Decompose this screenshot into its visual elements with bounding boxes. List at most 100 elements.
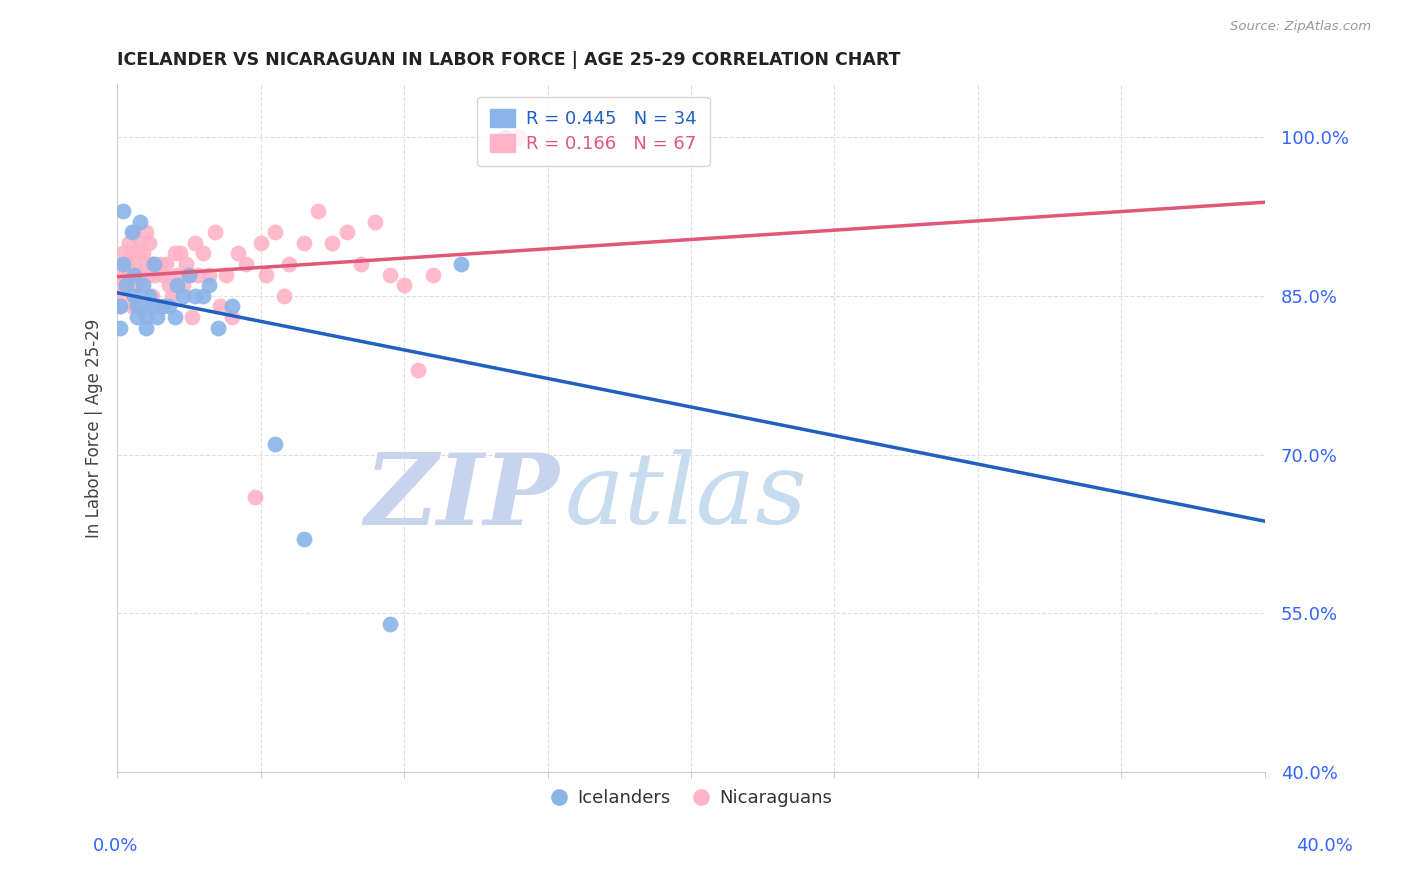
Point xyxy=(392,278,415,293)
Point xyxy=(135,257,157,271)
Point xyxy=(278,257,301,271)
Point xyxy=(166,268,188,282)
Point xyxy=(108,289,131,303)
Point xyxy=(177,268,200,282)
Point xyxy=(183,235,205,250)
Point xyxy=(152,299,174,313)
Point xyxy=(143,257,166,271)
Point xyxy=(243,490,266,504)
Point xyxy=(135,310,157,324)
Legend: Icelanders, Nicaraguans: Icelanders, Nicaraguans xyxy=(543,782,839,814)
Point xyxy=(114,278,136,293)
Point xyxy=(152,268,174,282)
Point xyxy=(193,246,215,260)
Point xyxy=(118,235,141,250)
Point xyxy=(350,257,373,271)
Point xyxy=(124,289,146,303)
Point xyxy=(127,299,149,313)
Point xyxy=(235,257,257,271)
Point xyxy=(364,215,387,229)
Point xyxy=(450,257,472,271)
Point xyxy=(127,246,149,260)
Text: 40.0%: 40.0% xyxy=(1296,837,1353,855)
Point xyxy=(143,268,166,282)
Point xyxy=(124,257,146,271)
Point xyxy=(114,257,136,271)
Point xyxy=(121,246,143,260)
Point xyxy=(141,257,163,271)
Point xyxy=(215,268,238,282)
Point xyxy=(336,225,359,239)
Point xyxy=(226,246,249,260)
Point xyxy=(422,268,444,282)
Point xyxy=(193,289,215,303)
Point xyxy=(146,299,169,313)
Point xyxy=(114,278,136,293)
Point xyxy=(157,299,180,313)
Point xyxy=(169,246,191,260)
Point xyxy=(124,268,146,282)
Text: atlas: atlas xyxy=(565,450,807,544)
Point xyxy=(118,268,141,282)
Point xyxy=(183,289,205,303)
Point xyxy=(221,310,243,324)
Point xyxy=(111,246,134,260)
Point xyxy=(198,278,221,293)
Point xyxy=(111,268,134,282)
Point xyxy=(174,257,197,271)
Point xyxy=(307,204,329,219)
Point xyxy=(111,257,134,271)
Point xyxy=(138,289,160,303)
Point xyxy=(292,235,315,250)
Text: ICELANDER VS NICARAGUAN IN LABOR FORCE | AGE 25-29 CORRELATION CHART: ICELANDER VS NICARAGUAN IN LABOR FORCE |… xyxy=(117,51,901,69)
Point xyxy=(108,299,131,313)
Point xyxy=(146,310,169,324)
Point xyxy=(108,320,131,334)
Point xyxy=(292,533,315,547)
Point xyxy=(408,363,430,377)
Point xyxy=(186,268,208,282)
Point xyxy=(321,235,343,250)
Point xyxy=(138,235,160,250)
Point xyxy=(207,320,229,334)
Point xyxy=(204,225,226,239)
Point xyxy=(160,289,183,303)
Point xyxy=(378,268,401,282)
Point xyxy=(141,289,163,303)
Point xyxy=(209,299,232,313)
Point xyxy=(494,130,516,145)
Point xyxy=(198,268,221,282)
Point xyxy=(121,299,143,313)
Point xyxy=(129,215,152,229)
Text: Source: ZipAtlas.com: Source: ZipAtlas.com xyxy=(1230,20,1371,33)
Point xyxy=(135,225,157,239)
Point xyxy=(132,299,155,313)
Point xyxy=(121,268,143,282)
Point xyxy=(124,225,146,239)
Point xyxy=(135,320,157,334)
Point xyxy=(163,310,186,324)
Point xyxy=(111,204,134,219)
Point xyxy=(249,235,271,250)
Point xyxy=(129,235,152,250)
Point xyxy=(155,257,177,271)
Text: 0.0%: 0.0% xyxy=(93,837,138,855)
Point xyxy=(273,289,295,303)
Point xyxy=(508,130,530,145)
Point xyxy=(177,268,200,282)
Point xyxy=(108,278,131,293)
Point xyxy=(163,246,186,260)
Point xyxy=(172,289,194,303)
Point xyxy=(254,268,277,282)
Point xyxy=(132,278,155,293)
Point xyxy=(141,299,163,313)
Point xyxy=(127,310,149,324)
Point xyxy=(172,278,194,293)
Point xyxy=(180,310,202,324)
Point xyxy=(378,616,401,631)
Point xyxy=(121,225,143,239)
Point xyxy=(157,278,180,293)
Point xyxy=(221,299,243,313)
Text: ZIP: ZIP xyxy=(364,449,560,545)
Point xyxy=(132,246,155,260)
